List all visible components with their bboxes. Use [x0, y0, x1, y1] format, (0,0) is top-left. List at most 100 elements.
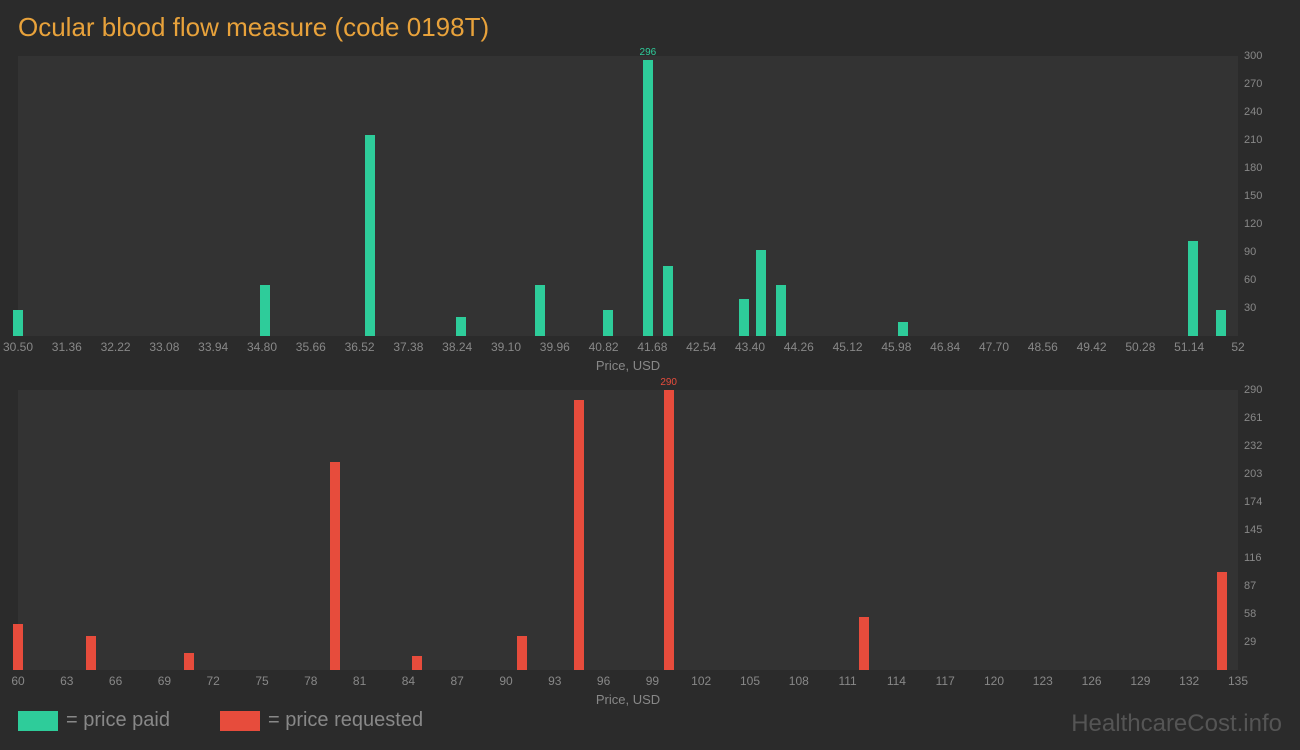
xtick-label: 34.80 [247, 340, 277, 354]
xtick-label: 32.22 [101, 340, 131, 354]
bar [365, 135, 375, 336]
xtick-label: 99 [646, 674, 659, 688]
xtick-label: 72 [207, 674, 220, 688]
bar [859, 617, 869, 670]
xtick-label: 135 [1228, 674, 1248, 688]
xtick-label: 105 [740, 674, 760, 688]
xtick-label: 78 [304, 674, 317, 688]
xtick-label: 33.08 [149, 340, 179, 354]
bar [456, 317, 466, 336]
bar [643, 60, 653, 336]
xtick-label: 40.82 [589, 340, 619, 354]
xtick-label: 102 [691, 674, 711, 688]
xtick-label: 33.94 [198, 340, 228, 354]
ytick-label: 270 [1244, 78, 1274, 90]
xtick-label: 93 [548, 674, 561, 688]
xtick-label: 50.28 [1125, 340, 1155, 354]
ytick-label: 145 [1244, 524, 1274, 536]
xtick-label: 69 [158, 674, 171, 688]
xtick-label: 42.54 [686, 340, 716, 354]
xtick-label: 81 [353, 674, 366, 688]
ytick-label: 261 [1244, 412, 1274, 424]
xtick-label: 36.52 [345, 340, 375, 354]
chart-price-requested: 2906063666972757881848790939699102105108… [18, 390, 1238, 670]
bar [330, 462, 340, 670]
ytick-label: 174 [1244, 496, 1274, 508]
xtick-label: 45.12 [833, 340, 863, 354]
xtick-label: 41.68 [637, 340, 667, 354]
bar [535, 285, 545, 336]
xtick-label: 39.10 [491, 340, 521, 354]
xtick-label: 31.36 [52, 340, 82, 354]
xtick-label: 51.14 [1174, 340, 1204, 354]
xtick-label: 63 [60, 674, 73, 688]
xtick-label: 44.26 [784, 340, 814, 354]
ytick-label: 210 [1244, 134, 1274, 146]
ytick-label: 87 [1244, 580, 1274, 592]
xtick-label: 108 [789, 674, 809, 688]
xtick-label: 49.42 [1077, 340, 1107, 354]
xtick-label: 117 [936, 674, 955, 688]
ytick-label: 150 [1244, 190, 1274, 202]
ytick-label: 30 [1244, 302, 1274, 314]
xtick-label: 90 [499, 674, 512, 688]
ytick-label: 232 [1244, 440, 1274, 452]
ytick-label: 90 [1244, 246, 1274, 258]
bar [517, 636, 527, 670]
bar [86, 636, 96, 670]
bar [184, 653, 194, 670]
xtick-label: 60 [11, 674, 24, 688]
legend-label-requested: = price requested [268, 709, 423, 732]
page-title: Ocular blood flow measure (code 0198T) [0, 0, 1300, 43]
xtick-label: 129 [1130, 674, 1150, 688]
ytick-label: 180 [1244, 162, 1274, 174]
bar [739, 299, 749, 336]
bar [898, 322, 908, 336]
xtick-label: 52 [1231, 340, 1244, 354]
xtick-label: 48.56 [1028, 340, 1058, 354]
watermark: HealthcareCost.info [1071, 710, 1282, 738]
legend-swatch-paid [18, 711, 58, 731]
bar [1217, 572, 1227, 670]
bar [13, 310, 23, 336]
xtick-label: 114 [887, 674, 906, 688]
xtick-label: 75 [255, 674, 268, 688]
ytick-label: 120 [1244, 218, 1274, 230]
ytick-label: 116 [1244, 552, 1274, 564]
xtick-label: 111 [838, 674, 856, 688]
bar-value-label: 296 [640, 47, 657, 58]
legend-item-requested: = price requested [220, 709, 423, 732]
ytick-label: 203 [1244, 468, 1274, 480]
xtick-label: 87 [451, 674, 464, 688]
ytick-label: 29 [1244, 636, 1274, 648]
xtick-label: 46.84 [930, 340, 960, 354]
xtick-label: 120 [984, 674, 1004, 688]
xtick-label: 38.24 [442, 340, 472, 354]
xtick-label: 126 [1082, 674, 1102, 688]
ytick-label: 60 [1244, 274, 1274, 286]
ytick-label: 240 [1244, 106, 1274, 118]
xtick-label: 37.38 [393, 340, 423, 354]
bar [412, 656, 422, 670]
bar-value-label: 290 [660, 377, 677, 388]
xtick-label: 39.96 [540, 340, 570, 354]
xtick-label: 45.98 [881, 340, 911, 354]
bar [664, 390, 674, 670]
xtick-label: 84 [402, 674, 415, 688]
xtick-label: 132 [1179, 674, 1199, 688]
bar [260, 285, 270, 336]
xtick-label: 35.66 [296, 340, 326, 354]
legend-label-paid: = price paid [66, 709, 170, 732]
xtick-label: 123 [1033, 674, 1053, 688]
xtick-label: 30.50 [3, 340, 33, 354]
xtick-label: 96 [597, 674, 610, 688]
bar [756, 250, 766, 336]
legend: = price paid = price requested [18, 709, 423, 732]
legend-item-paid: = price paid [18, 709, 170, 732]
chart-price-paid: 29630.5031.3632.2233.0833.9434.8035.6636… [18, 56, 1238, 336]
ytick-label: 290 [1244, 384, 1274, 396]
bar [13, 624, 23, 670]
legend-swatch-requested [220, 711, 260, 731]
xtick-label: 43.40 [735, 340, 765, 354]
bar [574, 400, 584, 670]
